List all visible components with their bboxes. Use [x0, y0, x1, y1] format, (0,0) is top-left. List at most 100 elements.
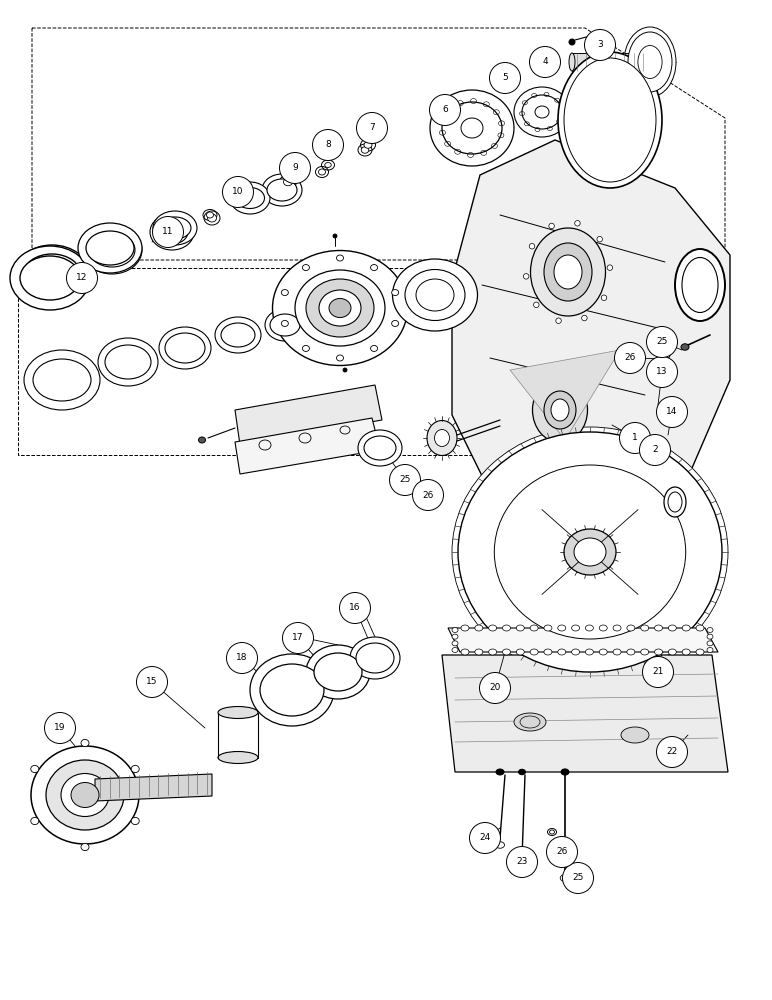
Text: 24: 24	[479, 834, 491, 842]
Ellipse shape	[267, 179, 297, 201]
Text: 17: 17	[293, 634, 303, 643]
Ellipse shape	[82, 226, 142, 274]
Ellipse shape	[533, 302, 539, 308]
Polygon shape	[452, 140, 730, 505]
Text: 21: 21	[652, 668, 664, 676]
Ellipse shape	[707, 641, 713, 646]
Circle shape	[222, 176, 253, 208]
Circle shape	[547, 836, 577, 867]
Ellipse shape	[574, 538, 606, 566]
Circle shape	[340, 592, 371, 624]
Ellipse shape	[461, 625, 469, 631]
Text: 16: 16	[349, 603, 361, 612]
Ellipse shape	[581, 315, 587, 321]
Circle shape	[530, 46, 560, 77]
Ellipse shape	[503, 625, 510, 631]
Ellipse shape	[516, 625, 524, 631]
Ellipse shape	[81, 739, 89, 747]
Ellipse shape	[494, 465, 686, 639]
Ellipse shape	[442, 102, 502, 154]
Text: 26: 26	[625, 354, 635, 362]
Circle shape	[563, 862, 594, 894]
Ellipse shape	[707, 648, 713, 652]
Ellipse shape	[270, 314, 300, 336]
Ellipse shape	[641, 649, 648, 655]
Ellipse shape	[358, 430, 402, 466]
Text: 20: 20	[489, 684, 501, 692]
Circle shape	[656, 396, 688, 428]
Ellipse shape	[86, 231, 134, 265]
Text: 1: 1	[632, 434, 638, 442]
Polygon shape	[448, 628, 718, 652]
Ellipse shape	[523, 274, 529, 279]
Ellipse shape	[81, 843, 89, 851]
Ellipse shape	[564, 529, 616, 575]
Ellipse shape	[668, 492, 682, 512]
Polygon shape	[442, 655, 728, 772]
Ellipse shape	[607, 265, 613, 270]
Ellipse shape	[31, 746, 139, 844]
Ellipse shape	[230, 182, 270, 214]
Ellipse shape	[543, 57, 553, 70]
Ellipse shape	[31, 765, 39, 773]
Ellipse shape	[306, 279, 374, 337]
Text: 7: 7	[369, 123, 375, 132]
Ellipse shape	[46, 760, 124, 830]
Ellipse shape	[350, 637, 400, 679]
Ellipse shape	[337, 255, 344, 261]
Ellipse shape	[452, 628, 458, 633]
Ellipse shape	[198, 437, 205, 443]
Ellipse shape	[249, 198, 256, 206]
Ellipse shape	[391, 320, 398, 326]
Ellipse shape	[682, 649, 690, 655]
Ellipse shape	[281, 320, 288, 326]
Ellipse shape	[496, 769, 504, 775]
Circle shape	[390, 464, 421, 495]
Ellipse shape	[613, 649, 621, 655]
Ellipse shape	[416, 279, 454, 311]
Ellipse shape	[569, 53, 575, 71]
Ellipse shape	[430, 90, 514, 166]
Ellipse shape	[319, 169, 326, 175]
Circle shape	[656, 736, 688, 768]
Ellipse shape	[262, 174, 302, 206]
Ellipse shape	[33, 359, 91, 401]
Ellipse shape	[539, 53, 557, 75]
Ellipse shape	[206, 212, 214, 218]
Ellipse shape	[489, 625, 496, 631]
Text: 14: 14	[666, 408, 678, 416]
Ellipse shape	[156, 220, 188, 244]
Ellipse shape	[530, 243, 535, 249]
Ellipse shape	[682, 625, 690, 631]
Ellipse shape	[530, 625, 538, 631]
Ellipse shape	[522, 95, 562, 129]
Ellipse shape	[669, 625, 676, 631]
Ellipse shape	[23, 254, 81, 296]
Ellipse shape	[613, 625, 621, 631]
Ellipse shape	[218, 706, 258, 718]
Ellipse shape	[427, 420, 457, 456]
Ellipse shape	[550, 830, 554, 834]
Circle shape	[357, 112, 388, 143]
Ellipse shape	[662, 353, 668, 357]
Ellipse shape	[131, 817, 139, 825]
Ellipse shape	[89, 233, 135, 267]
Text: 3: 3	[597, 40, 603, 49]
Text: 4: 4	[542, 57, 548, 66]
Ellipse shape	[597, 236, 602, 242]
Ellipse shape	[392, 259, 478, 331]
Ellipse shape	[452, 634, 458, 639]
Ellipse shape	[549, 223, 554, 229]
Text: 15: 15	[146, 678, 157, 686]
Circle shape	[469, 822, 500, 854]
Text: 13: 13	[656, 367, 668, 376]
Ellipse shape	[303, 345, 310, 351]
Text: 25: 25	[572, 874, 584, 882]
Ellipse shape	[435, 430, 449, 446]
Ellipse shape	[516, 649, 524, 655]
Ellipse shape	[159, 217, 191, 239]
Ellipse shape	[295, 270, 385, 346]
Ellipse shape	[544, 625, 552, 631]
Ellipse shape	[682, 257, 718, 312]
Circle shape	[615, 342, 645, 373]
